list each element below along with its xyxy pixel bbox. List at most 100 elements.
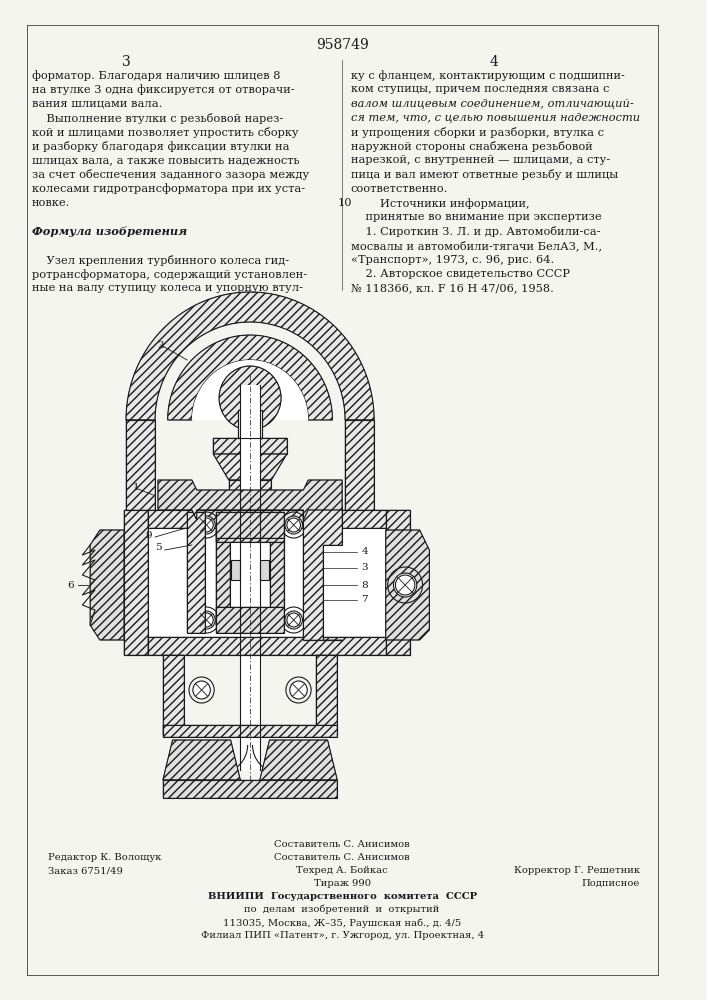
Text: Корректор Г. Решетник: Корректор Г. Решетник bbox=[513, 866, 640, 875]
Bar bbox=[216, 530, 284, 625]
Text: ВНИИПИ  Государственного  комитета  СССР: ВНИИПИ Государственного комитета СССР bbox=[208, 892, 477, 901]
Text: 9: 9 bbox=[145, 530, 151, 540]
Bar bbox=[259, 560, 269, 580]
Bar bbox=[148, 637, 386, 655]
Text: Тираж 990: Тираж 990 bbox=[314, 879, 370, 888]
Text: 4: 4 bbox=[361, 548, 368, 556]
Text: и разборку благодаря фиксации втулки на: и разборку благодаря фиксации втулки на bbox=[32, 141, 289, 152]
Text: 3: 3 bbox=[122, 55, 130, 69]
Bar bbox=[345, 420, 374, 530]
Text: 1. Сироткин З. Л. и др. Автомобили-са-: 1. Сироткин З. Л. и др. Автомобили-са- bbox=[351, 226, 600, 237]
Bar bbox=[216, 530, 230, 625]
Text: ся тем, что, с целью повышения надежности: ся тем, что, с целью повышения надежност… bbox=[351, 113, 640, 123]
Bar bbox=[316, 655, 337, 735]
Text: соответственно.: соответственно. bbox=[351, 184, 448, 194]
Polygon shape bbox=[192, 360, 308, 420]
Bar bbox=[126, 420, 155, 530]
Text: пица и вал имеют ответные резьбу и шлицы: пица и вал имеют ответные резьбу и шлицы bbox=[351, 169, 618, 180]
Bar bbox=[229, 480, 271, 505]
Circle shape bbox=[394, 573, 416, 597]
Polygon shape bbox=[126, 292, 374, 420]
Bar bbox=[240, 385, 259, 770]
Text: новке.: новке. bbox=[32, 198, 71, 208]
Bar bbox=[124, 510, 148, 655]
Text: 10: 10 bbox=[337, 198, 352, 208]
Text: Составитель С. Анисимов: Составитель С. Анисимов bbox=[274, 853, 410, 862]
Bar bbox=[187, 512, 204, 633]
Text: Составитель С. Анисимов: Составитель С. Анисимов bbox=[274, 840, 410, 849]
Bar bbox=[163, 725, 337, 737]
Text: Выполнение втулки с резьбовой нарез-: Выполнение втулки с резьбовой нарез- bbox=[32, 113, 284, 124]
Bar bbox=[163, 655, 184, 735]
Text: 7: 7 bbox=[361, 595, 368, 604]
Text: «Транспорт», 1973, с. 96, рис. 64.: «Транспорт», 1973, с. 96, рис. 64. bbox=[351, 255, 554, 265]
Bar bbox=[148, 510, 386, 528]
Bar bbox=[163, 780, 337, 798]
Bar bbox=[163, 655, 184, 735]
Text: 2. Авторское свидетельство СССР: 2. Авторское свидетельство СССР bbox=[351, 269, 570, 279]
Text: принятые во внимание при экспертизе: принятые во внимание при экспертизе bbox=[351, 212, 602, 222]
Text: 8: 8 bbox=[361, 580, 368, 589]
Bar bbox=[270, 530, 284, 625]
Text: 6: 6 bbox=[67, 580, 74, 589]
Text: Узел крепления турбинного колеса гид-: Узел крепления турбинного колеса гид- bbox=[32, 255, 289, 266]
Text: 2: 2 bbox=[158, 340, 164, 350]
Polygon shape bbox=[90, 530, 124, 640]
Bar bbox=[216, 530, 284, 542]
Bar bbox=[216, 530, 230, 625]
Polygon shape bbox=[259, 740, 337, 780]
Bar bbox=[386, 510, 410, 655]
Text: колесами гидротрансформатора при их уста-: колесами гидротрансформатора при их уста… bbox=[32, 184, 305, 194]
Bar bbox=[124, 510, 410, 655]
Circle shape bbox=[193, 681, 210, 699]
Polygon shape bbox=[303, 505, 342, 640]
Text: нарезкой, с внутренней — шлицами, а сту-: нарезкой, с внутренней — шлицами, а сту- bbox=[351, 155, 610, 165]
Bar bbox=[148, 510, 386, 528]
Text: Техред А. Бойкас: Техред А. Бойкас bbox=[296, 866, 388, 875]
Text: форматор. Благодаря наличию шлицев 8: форматор. Благодаря наличию шлицев 8 bbox=[32, 70, 281, 81]
Bar bbox=[214, 438, 287, 454]
Text: по  делам  изобретений  и  открытий: по делам изобретений и открытий bbox=[245, 905, 440, 914]
Text: 4: 4 bbox=[490, 55, 498, 69]
Polygon shape bbox=[168, 335, 332, 420]
Circle shape bbox=[285, 516, 303, 534]
Text: 958749: 958749 bbox=[316, 38, 368, 52]
Polygon shape bbox=[386, 530, 429, 640]
Bar bbox=[187, 512, 204, 633]
Text: мосвалы и автомобили-тягачи БелАЗ, М.,: мосвалы и автомобили-тягачи БелАЗ, М., bbox=[351, 240, 602, 251]
Bar bbox=[163, 780, 337, 798]
Bar bbox=[216, 512, 284, 538]
Circle shape bbox=[219, 366, 281, 430]
Text: 3: 3 bbox=[361, 564, 368, 572]
Bar bbox=[214, 438, 287, 454]
Bar bbox=[216, 530, 284, 542]
Polygon shape bbox=[158, 480, 342, 520]
Text: 5: 5 bbox=[155, 544, 161, 552]
Text: ротрансформатора, содержащий установлен-: ротрансформатора, содержащий установлен- bbox=[32, 269, 307, 280]
Text: Подписное: Подписное bbox=[581, 879, 640, 888]
Text: и упрощения сборки и разборки, втулка с: и упрощения сборки и разборки, втулка с bbox=[351, 127, 604, 138]
Text: № 118366, кл. F 16 H 47/06, 1958.: № 118366, кл. F 16 H 47/06, 1958. bbox=[351, 283, 554, 293]
Text: 1: 1 bbox=[132, 484, 139, 492]
Text: наружной стороны снабжена резьбовой: наружной стороны снабжена резьбовой bbox=[351, 141, 592, 152]
Bar bbox=[270, 530, 284, 625]
Circle shape bbox=[198, 516, 215, 534]
Text: Источники информации,: Источники информации, bbox=[351, 198, 530, 209]
Text: Филиал ПИП «Патент», г. Ужгород, ул. Проектная, 4: Филиал ПИП «Патент», г. Ужгород, ул. Про… bbox=[201, 931, 484, 940]
Bar bbox=[216, 512, 284, 538]
Text: Формула изобретения: Формула изобретения bbox=[32, 226, 187, 237]
Text: валом шлицевым соединением, отличающий-: валом шлицевым соединением, отличающий- bbox=[351, 98, 633, 109]
Text: ку с фланцем, контактирующим с подшипни-: ку с фланцем, контактирующим с подшипни- bbox=[351, 70, 625, 81]
Bar bbox=[229, 480, 271, 505]
Bar bbox=[216, 607, 284, 633]
Text: вания шлицами вала.: вания шлицами вала. bbox=[32, 98, 163, 108]
Text: 113035, Москва, Ж–35, Раушская наб., д. 4/5: 113035, Москва, Ж–35, Раушская наб., д. … bbox=[223, 918, 461, 928]
Bar bbox=[345, 420, 374, 530]
Bar bbox=[216, 613, 284, 625]
Bar bbox=[216, 613, 284, 625]
Bar bbox=[163, 725, 337, 737]
Bar bbox=[148, 637, 386, 655]
Text: шлицах вала, а также повысить надежность: шлицах вала, а также повысить надежность bbox=[32, 155, 300, 165]
Circle shape bbox=[285, 611, 303, 629]
Bar bbox=[238, 410, 262, 438]
